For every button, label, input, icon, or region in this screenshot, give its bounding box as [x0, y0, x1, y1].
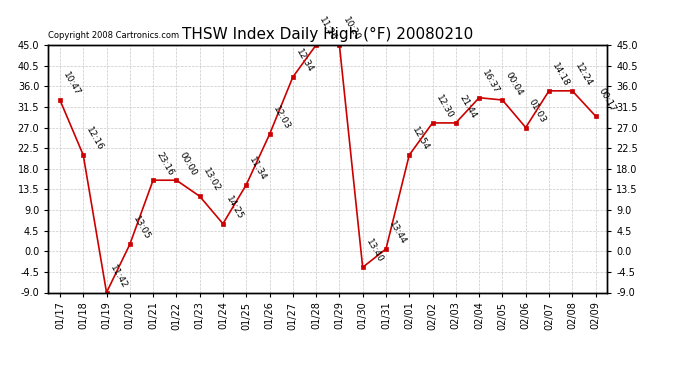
Text: 12:30: 12:30	[434, 93, 455, 120]
Text: 13:44: 13:44	[387, 219, 408, 246]
Text: 21:44: 21:44	[457, 93, 477, 120]
Text: 14:25: 14:25	[224, 194, 245, 221]
Title: THSW Index Daily High (°F) 20080210: THSW Index Daily High (°F) 20080210	[182, 27, 473, 42]
Text: 12:34: 12:34	[294, 48, 315, 74]
Text: 13:05: 13:05	[131, 215, 152, 242]
Text: 13:02: 13:02	[201, 166, 221, 194]
Text: 00:17: 00:17	[597, 86, 618, 113]
Text: 11:42: 11:42	[108, 263, 128, 290]
Text: 16:37: 16:37	[480, 68, 501, 95]
Text: 00:04: 00:04	[504, 70, 524, 97]
Text: 12:54: 12:54	[411, 126, 431, 152]
Text: 10:20: 10:20	[341, 15, 362, 42]
Text: 00:00: 00:00	[178, 150, 199, 177]
Text: 10:47: 10:47	[61, 70, 82, 97]
Text: 11:34: 11:34	[248, 155, 268, 182]
Text: 12:24: 12:24	[573, 62, 594, 88]
Text: 13:40: 13:40	[364, 238, 385, 264]
Text: 14:18: 14:18	[551, 61, 571, 88]
Text: 01:03: 01:03	[527, 98, 548, 125]
Text: 12:03: 12:03	[271, 105, 292, 132]
Text: Copyright 2008 Cartronics.com: Copyright 2008 Cartronics.com	[48, 31, 179, 40]
Text: 12:16: 12:16	[85, 125, 106, 152]
Text: 23:16: 23:16	[155, 151, 175, 177]
Text: 11:26: 11:26	[317, 15, 338, 42]
